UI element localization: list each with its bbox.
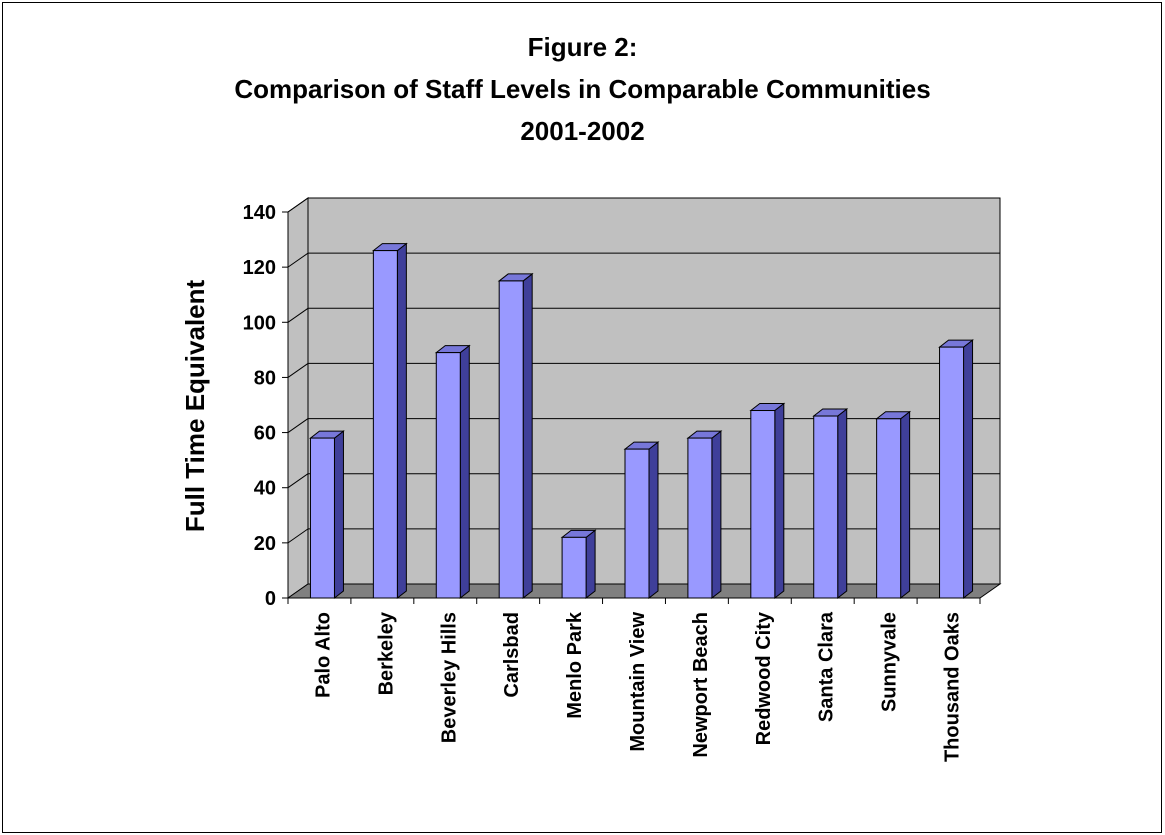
bar-front xyxy=(435,352,461,599)
chart-title-line-2: Comparison of Staff Levels in Comparable… xyxy=(234,74,931,104)
y-tick-label: 140 xyxy=(243,202,276,224)
bar-side xyxy=(963,339,974,600)
bar-side xyxy=(648,441,659,600)
bar-front xyxy=(561,536,587,599)
bars xyxy=(308,242,975,600)
x-tick-label: Carlsbad xyxy=(501,612,523,698)
x-tick-label: Palo Alto xyxy=(312,612,334,698)
x-tick-label: Menlo Park xyxy=(564,611,586,719)
bar-thousand-oaks xyxy=(938,339,975,600)
gridline-side xyxy=(287,363,309,378)
y-tick-label: 40 xyxy=(254,478,276,500)
bar-front xyxy=(498,280,524,599)
chart-title-line-1: Figure 2: xyxy=(527,32,638,62)
bar-sunnyvale xyxy=(875,410,912,600)
x-tick-label: Thousand Oaks xyxy=(942,612,964,762)
gridline-side xyxy=(287,473,309,489)
bar-palo-alto xyxy=(308,430,345,600)
tick-labels: 0 20 40 60 80 100 120 140 Palo Alto Berkeley Bever… xyxy=(243,202,964,762)
bar-side xyxy=(585,529,596,600)
bar-berkeley xyxy=(371,242,408,600)
bar-side xyxy=(900,410,911,600)
bar-front xyxy=(750,410,776,599)
y-tick-label: 120 xyxy=(243,257,276,279)
bar-side xyxy=(522,272,533,600)
bar-front xyxy=(939,346,965,599)
x-tick-label: Newport Beach xyxy=(690,612,712,758)
bar-newport-beach xyxy=(686,430,723,600)
bar-front xyxy=(876,418,902,599)
y-tick-label: 20 xyxy=(254,533,276,555)
side-wall xyxy=(287,197,309,599)
bar-side xyxy=(396,242,407,600)
x-tick-label: Beverley Hills xyxy=(438,612,460,743)
bar-front xyxy=(372,250,398,599)
bar-front xyxy=(309,437,335,599)
x-tick-label: Berkeley xyxy=(375,611,397,695)
x-tick-label: Mountain View xyxy=(627,612,649,752)
x-tick-label: Redwood City xyxy=(753,611,775,745)
gridline-side xyxy=(287,197,309,213)
x-tick-label: Sunnyvale xyxy=(879,612,901,712)
gridline-side xyxy=(287,528,309,544)
gridline-side xyxy=(287,418,309,433)
y-axis-label: Full Time Equivalent xyxy=(180,279,210,532)
x-tick-label: Santa Clara xyxy=(816,611,838,722)
gridline-side xyxy=(287,252,309,268)
y-tick-label: 0 xyxy=(265,588,276,610)
y-tick-label: 80 xyxy=(254,367,276,389)
bar-menlo-park xyxy=(560,529,597,600)
gridline-side xyxy=(287,307,309,323)
y-tick-label: 100 xyxy=(243,312,276,334)
bar-front xyxy=(687,437,713,599)
bar-santa-clara xyxy=(812,408,849,600)
bar-redwood-city xyxy=(749,402,786,600)
bar-side xyxy=(837,408,848,600)
bar-front xyxy=(813,415,839,599)
chart-title-line-3: 2001-2002 xyxy=(520,116,645,146)
bar-carlsbad xyxy=(497,272,534,600)
bar-beverley-hills xyxy=(434,344,471,600)
bar-side xyxy=(333,430,344,600)
bar-side xyxy=(774,402,785,600)
bar-side xyxy=(459,344,470,600)
bar-side xyxy=(711,430,722,600)
bar-front xyxy=(624,448,650,599)
bar-mountain-view xyxy=(623,441,660,600)
y-tick-label: 60 xyxy=(254,423,276,445)
